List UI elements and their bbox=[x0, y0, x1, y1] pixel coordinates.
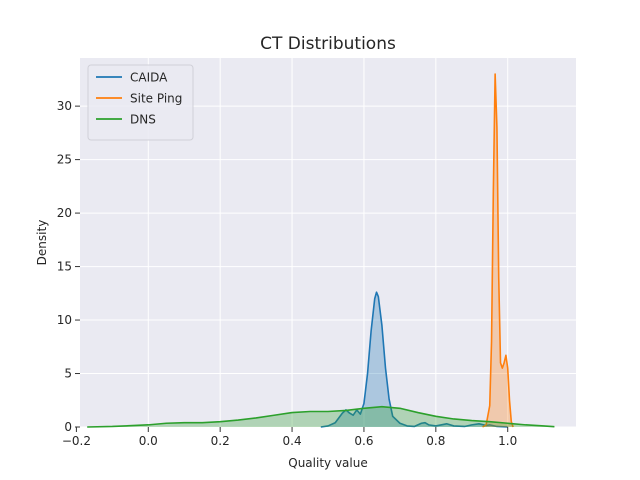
axis-ticks: −0.2 0.0 0.2 0.4 0.6 0.8 1.0 0 5 10 15 20 25 30 bbox=[57, 99, 518, 448]
site-ping-line bbox=[482, 73, 514, 428]
legend: CAIDA Site Ping DNS bbox=[87, 64, 194, 141]
x-tick-label: 1.0 bbox=[498, 434, 517, 448]
caida-line bbox=[320, 291, 508, 428]
y-tick-label: 25 bbox=[57, 153, 72, 167]
caida-area bbox=[320, 292, 508, 427]
x-tick-label: 0.8 bbox=[426, 434, 445, 448]
x-tick-label: 0.4 bbox=[283, 434, 302, 448]
y-tick-label: 0 bbox=[64, 420, 72, 434]
series-layer bbox=[87, 73, 555, 428]
y-tick-label: 5 bbox=[64, 367, 72, 381]
chart-title: CT Distributions bbox=[260, 34, 396, 54]
y-tick-label: 30 bbox=[57, 99, 72, 113]
x-tick-label: 0.2 bbox=[211, 434, 230, 448]
legend-label-caida: CAIDA bbox=[130, 71, 168, 85]
x-tick-label: 0.0 bbox=[139, 434, 158, 448]
dns-area bbox=[87, 406, 555, 427]
legend-box bbox=[87, 64, 194, 141]
y-tick-label: 10 bbox=[57, 313, 72, 327]
x-tick-label: −0.2 bbox=[62, 434, 91, 448]
y-axis-label: Density bbox=[35, 220, 49, 266]
x-tick-label: 0.6 bbox=[354, 434, 373, 448]
y-tick-label: 15 bbox=[57, 260, 72, 274]
grid-lines bbox=[75, 58, 576, 428]
x-axis-label: Quality value bbox=[288, 456, 367, 470]
dns-line bbox=[87, 405, 555, 428]
y-tick-label: 20 bbox=[57, 206, 72, 220]
legend-label-dns: DNS bbox=[130, 113, 156, 127]
legend-label-site-ping: Site Ping bbox=[130, 92, 182, 106]
